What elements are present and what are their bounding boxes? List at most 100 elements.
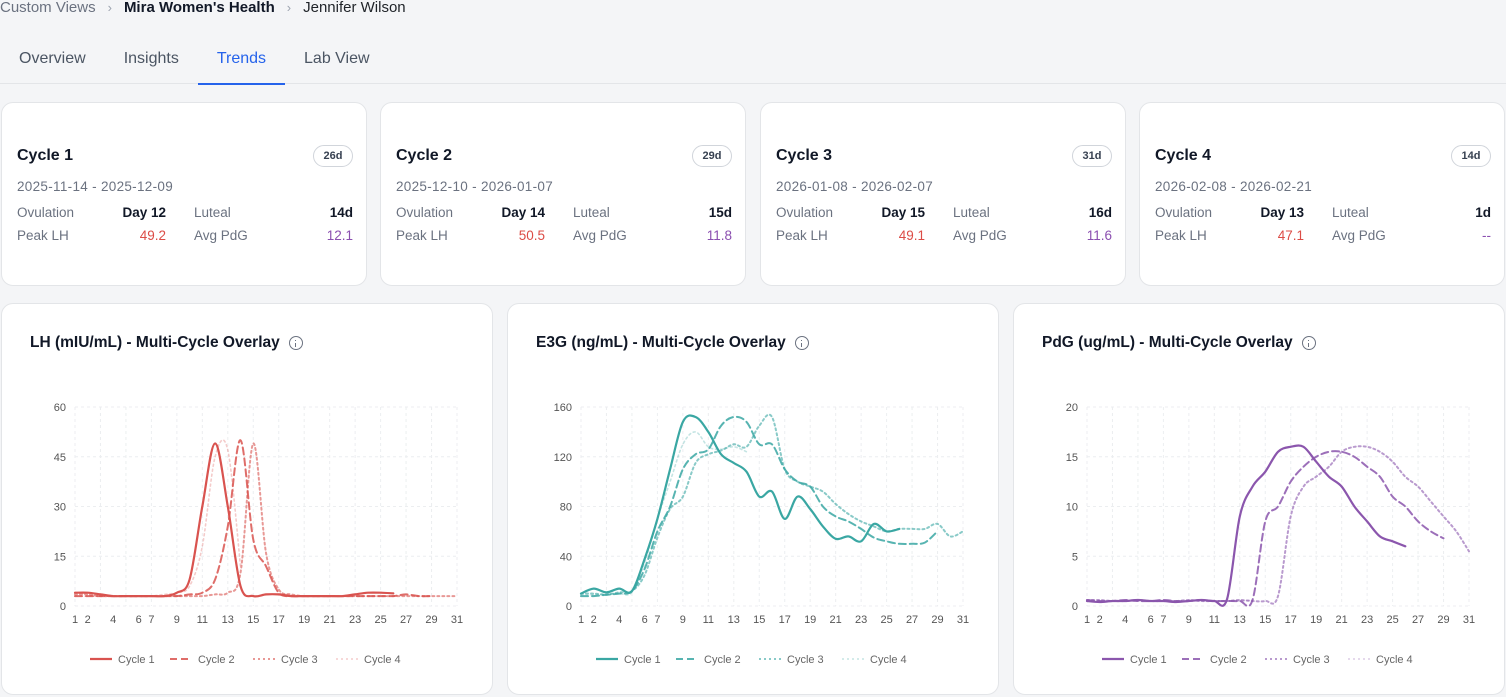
cycle-date-range: 2025-12-10 - 2026-01-07 bbox=[396, 179, 554, 194]
y-tick-label: 10 bbox=[1066, 502, 1078, 514]
x-tick-label: 25 bbox=[1386, 614, 1398, 626]
x-tick-label: 11 bbox=[197, 614, 208, 626]
legend-label[interactable]: Cycle 4 bbox=[870, 654, 907, 666]
chevron-right-icon: › bbox=[286, 0, 292, 15]
cycle-card[interactable]: Cycle 2 29d 2025-12-10 - 2026-01-07 Ovul… bbox=[380, 102, 746, 286]
peak-lh-value: 49.1 bbox=[898, 228, 925, 243]
x-tick-label: 31 bbox=[957, 614, 969, 626]
cycle-card[interactable]: Cycle 1 26d 2025-11-14 - 2025-12-09 Ovul… bbox=[1, 102, 367, 286]
ovulation-label: Ovulation bbox=[1155, 205, 1213, 220]
info-icon[interactable] bbox=[1301, 336, 1316, 350]
legend-label[interactable]: Cycle 3 bbox=[1293, 654, 1330, 666]
legend-label[interactable]: Cycle 2 bbox=[704, 654, 741, 666]
legend-label[interactable]: Cycle 4 bbox=[364, 654, 401, 666]
peak-lh-label: Peak LH bbox=[776, 228, 828, 243]
peak-lh-value: 47.1 bbox=[1277, 228, 1304, 243]
luteal-label: Luteal bbox=[953, 205, 990, 220]
y-tick-label: 15 bbox=[1066, 452, 1078, 464]
tab-bar: Overview Insights Trends Lab View bbox=[0, 38, 1506, 85]
x-tick-label: 23 bbox=[855, 614, 867, 626]
avg-pdg-label: Avg PdG bbox=[194, 228, 248, 243]
legend-label[interactable]: Cycle 4 bbox=[1376, 654, 1413, 666]
y-axis-ticks: 0 5 10 15 20 bbox=[1066, 402, 1078, 613]
x-tick-label: 4 bbox=[1122, 614, 1128, 626]
stat-row-ovulation: Ovulation Day 13 Luteal 1d bbox=[1155, 205, 1491, 223]
y-tick-label: 30 bbox=[54, 502, 66, 514]
x-tick-label: 6 bbox=[642, 614, 648, 626]
series-line bbox=[1086, 445, 1470, 605]
info-icon[interactable] bbox=[794, 336, 809, 350]
legend-label[interactable]: Cycle 2 bbox=[198, 654, 235, 666]
legend-label[interactable]: Cycle 1 bbox=[1130, 654, 1167, 666]
legend-label[interactable]: Cycle 3 bbox=[281, 654, 318, 666]
x-tick-label: 1 bbox=[578, 614, 584, 626]
x-tick-label: 31 bbox=[1463, 614, 1475, 626]
x-axis-ticks: 1 2 4 6 7 9 11 13 15 17 19 21 23 25 27 29 31 bbox=[1084, 614, 1475, 626]
x-tick-label: 21 bbox=[1336, 614, 1348, 626]
tab-insights[interactable]: Insights bbox=[123, 50, 179, 67]
cycle-cards: Cycle 1 26d 2025-11-14 - 2025-12-09 Ovul… bbox=[0, 102, 1506, 286]
y-tick-label: 5 bbox=[1072, 551, 1078, 563]
series-line bbox=[74, 442, 458, 598]
x-tick-label: 9 bbox=[680, 614, 686, 626]
breadcrumb-organization[interactable]: Mira Women's Health bbox=[123, 0, 275, 16]
x-tick-label: 25 bbox=[880, 614, 892, 626]
avg-pdg-value: 12.1 bbox=[326, 228, 353, 243]
chart-legend: Cycle 1 Cycle 2 Cycle 3 Cycle 4 bbox=[90, 654, 401, 666]
legend-label[interactable]: Cycle 1 bbox=[624, 654, 661, 666]
stat-row-hormones: Peak LH 49.1 Avg PdG 11.6 bbox=[776, 228, 1112, 246]
ovulation-value: Day 13 bbox=[1260, 205, 1304, 220]
cycle-card[interactable]: Cycle 3 31d 2026-01-08 - 2026-02-07 Ovul… bbox=[760, 102, 1126, 286]
y-tick-label: 40 bbox=[560, 551, 572, 563]
tab-overview[interactable]: Overview bbox=[19, 50, 86, 67]
y-tick-label: 160 bbox=[554, 402, 572, 414]
legend-label[interactable]: Cycle 2 bbox=[1210, 654, 1247, 666]
tab-trends[interactable]: Trends bbox=[197, 38, 286, 85]
x-tick-label: 7 bbox=[1160, 614, 1166, 626]
cycle-card[interactable]: Cycle 4 14d 2026-02-08 - 2026-02-21 Ovul… bbox=[1139, 102, 1505, 286]
x-tick-label: 19 bbox=[1310, 614, 1322, 626]
x-tick-label: 2 bbox=[591, 614, 597, 626]
legend-label[interactable]: Cycle 3 bbox=[787, 654, 824, 666]
cycle-length-badge: 29d bbox=[692, 145, 732, 167]
ovulation-label: Ovulation bbox=[776, 205, 834, 220]
cycle-length-badge: 14d bbox=[1451, 145, 1491, 167]
tab-lab-view[interactable]: Lab View bbox=[304, 50, 370, 67]
breadcrumb-custom-views[interactable]: Custom Views bbox=[0, 0, 96, 16]
stat-row-ovulation: Ovulation Day 12 Luteal 14d bbox=[17, 205, 353, 223]
x-tick-label: 25 bbox=[374, 614, 386, 626]
y-axis-ticks: 0 40 80 120 160 bbox=[554, 402, 572, 613]
cycle-title: Cycle 2 bbox=[396, 147, 453, 164]
x-tick-label: 13 bbox=[222, 614, 234, 626]
breadcrumb: Custom Views › Mira Women's Health › Jen… bbox=[0, 0, 406, 18]
x-tick-label: 4 bbox=[110, 614, 116, 626]
x-tick-label: 1 bbox=[1084, 614, 1090, 626]
x-tick-label: 9 bbox=[174, 614, 180, 626]
x-tick-label: 19 bbox=[804, 614, 816, 626]
x-tick-label: 2 bbox=[1097, 614, 1103, 626]
x-tick-label: 21 bbox=[324, 614, 336, 626]
grid-lines bbox=[580, 406, 964, 607]
avg-pdg-label: Avg PdG bbox=[953, 228, 1007, 243]
y-tick-label: 0 bbox=[566, 601, 572, 613]
chart-title: E3G (ng/mL) - Multi-Cycle Overlay bbox=[536, 334, 809, 352]
avg-pdg-label: Avg PdG bbox=[573, 228, 627, 243]
x-tick-label: 1 bbox=[72, 614, 78, 626]
series-line bbox=[1085, 444, 1407, 607]
x-tick-label: 17 bbox=[273, 614, 285, 626]
x-tick-label: 27 bbox=[906, 614, 918, 626]
luteal-value: 16d bbox=[1088, 205, 1112, 220]
y-tick-label: 60 bbox=[54, 402, 66, 414]
x-tick-label: 11 bbox=[1209, 614, 1220, 626]
x-tick-label: 6 bbox=[136, 614, 142, 626]
lh-chart-panel: LH (mIU/mL) - Multi-Cycle Overlay 0 15 30 4… bbox=[1, 303, 493, 695]
x-tick-label: 29 bbox=[1437, 614, 1449, 626]
x-tick-label: 7 bbox=[148, 614, 154, 626]
cycle-title: Cycle 4 bbox=[1155, 147, 1212, 164]
stat-row-hormones: Peak LH 47.1 Avg PdG -- bbox=[1155, 228, 1491, 246]
legend-label[interactable]: Cycle 1 bbox=[118, 654, 155, 666]
avg-pdg-label: Avg PdG bbox=[1332, 228, 1386, 243]
info-icon[interactable] bbox=[288, 336, 303, 350]
x-tick-label: 15 bbox=[1259, 614, 1271, 626]
stat-row-hormones: Peak LH 50.5 Avg PdG 11.8 bbox=[396, 228, 732, 246]
